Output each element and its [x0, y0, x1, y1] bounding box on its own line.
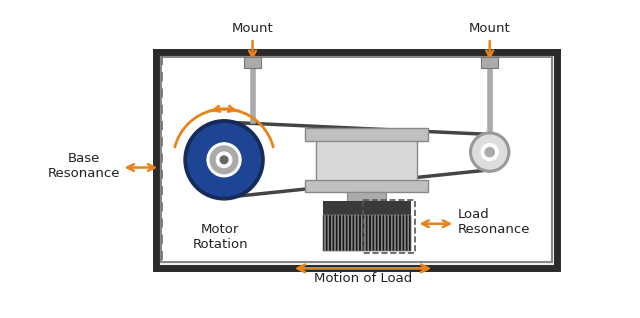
- Bar: [323, 201, 411, 215]
- Text: Mount: Mount: [232, 22, 273, 35]
- Text: Motor
Rotation: Motor Rotation: [193, 223, 248, 251]
- Circle shape: [481, 144, 498, 161]
- Bar: [323, 215, 411, 252]
- Bar: [161, 58, 552, 262]
- Text: Base
Resonance: Base Resonance: [47, 152, 120, 180]
- Bar: [348, 192, 386, 201]
- Polygon shape: [156, 52, 557, 268]
- Circle shape: [207, 143, 241, 177]
- Circle shape: [485, 148, 494, 157]
- Bar: [481, 58, 498, 68]
- Bar: [305, 128, 428, 141]
- Bar: [305, 180, 428, 192]
- Circle shape: [216, 152, 232, 168]
- Text: Mount: Mount: [469, 22, 511, 35]
- Circle shape: [473, 135, 507, 169]
- Text: Load
Resonance: Load Resonance: [458, 208, 531, 236]
- Bar: [316, 139, 417, 181]
- Bar: [244, 58, 261, 68]
- Circle shape: [210, 146, 238, 174]
- Text: Motion of Load: Motion of Load: [314, 272, 412, 285]
- Circle shape: [470, 132, 509, 172]
- Bar: [363, 200, 415, 253]
- Circle shape: [184, 120, 264, 200]
- Bar: [323, 215, 411, 252]
- Circle shape: [220, 156, 228, 164]
- Circle shape: [188, 124, 260, 196]
